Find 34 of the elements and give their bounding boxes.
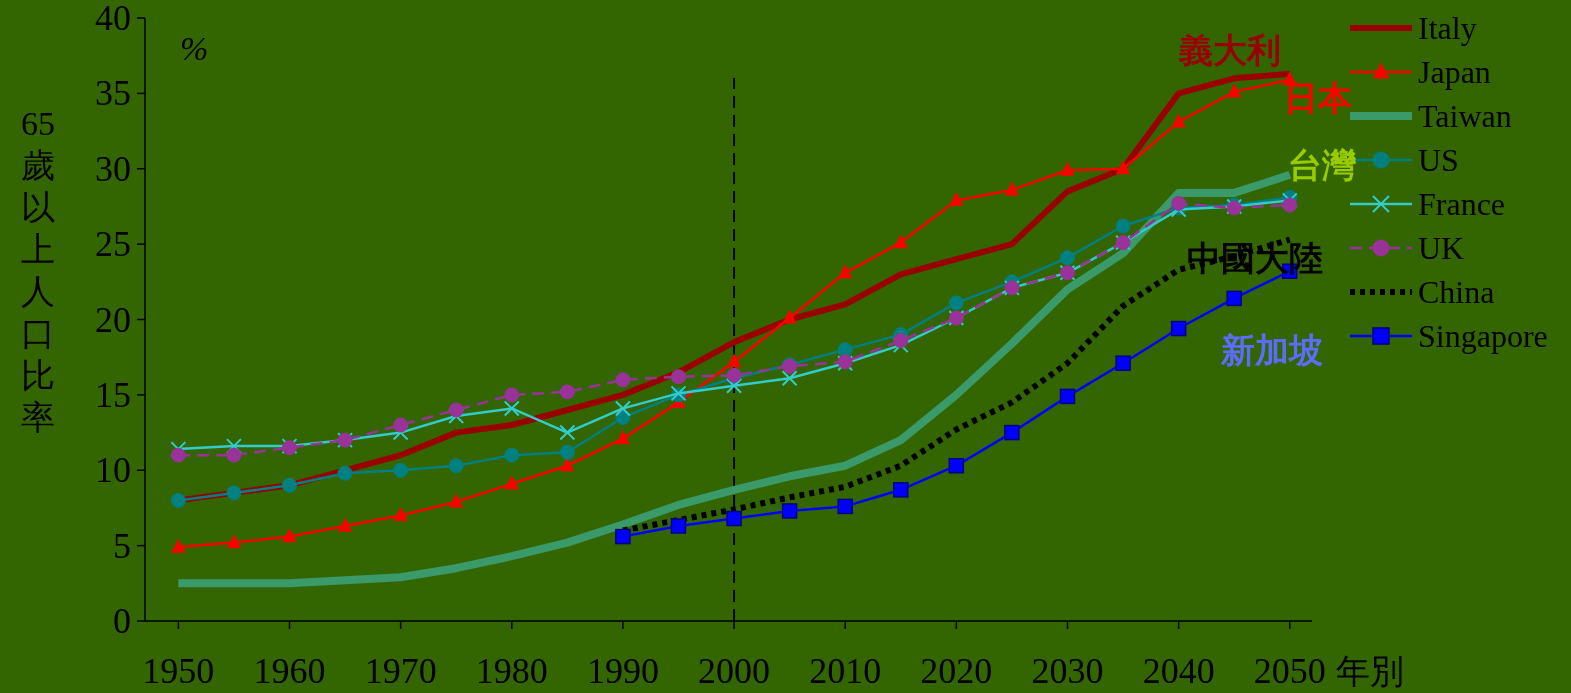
legend-label: Taiwan (1418, 98, 1512, 134)
legend-label: Italy (1418, 10, 1477, 46)
legend-label: France (1418, 186, 1506, 222)
y-tick-label: 5 (113, 525, 131, 566)
y-tick-label: 0 (113, 601, 131, 641)
y-tick-label: 30 (95, 148, 131, 189)
x-tick-label: 2030 (1031, 651, 1104, 691)
legend-label: Japan (1418, 54, 1491, 90)
legend-label: China (1418, 274, 1495, 310)
y-tick-label: 20 (95, 299, 131, 340)
annotation: 日本 (1284, 80, 1353, 117)
y-tick-label: 25 (95, 224, 131, 265)
x-tick-label: 2020 (920, 651, 993, 691)
x-tick-label: 2000 (698, 651, 771, 691)
y-tick-label: 40 (95, 0, 131, 38)
legend-label: UK (1418, 230, 1465, 266)
y-axis-title: 65歲以上人口比率 (21, 105, 55, 436)
x-tick-label: 1980 (475, 651, 548, 691)
y-tick-label: 35 (95, 73, 131, 114)
x-tick-label: 1970 (364, 651, 437, 691)
annotation: 台灣 (1288, 147, 1357, 184)
y-tick-label: 15 (95, 374, 131, 415)
legend-label: US (1418, 142, 1459, 178)
x-tick-label: 1960 (253, 651, 326, 691)
annotation: 義大利 (1178, 32, 1281, 69)
x-tick-label: 2040 (1142, 651, 1215, 691)
x-tick-label: 1990 (586, 651, 659, 691)
x-axis-title: 年別 (1335, 653, 1404, 690)
x-tick-label: 1950 (142, 651, 215, 691)
annotation: % (180, 30, 209, 67)
y-tick-label: 10 (95, 450, 131, 491)
x-tick-label: 2010 (809, 651, 882, 691)
x-tick-label: 2050 (1253, 651, 1326, 691)
legend-label: Singapore (1418, 318, 1548, 354)
